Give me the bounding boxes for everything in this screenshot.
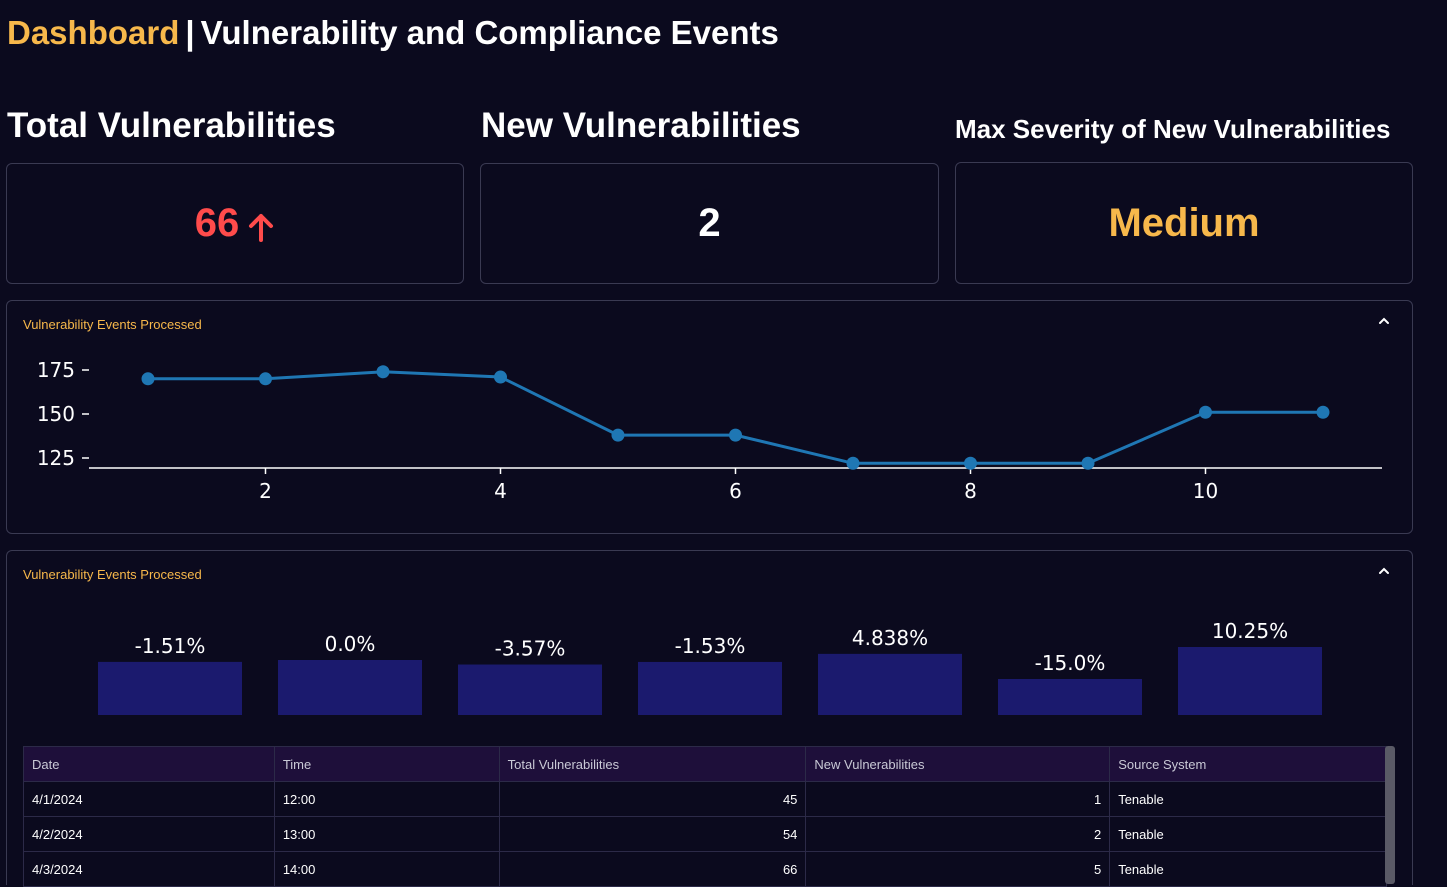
table-cell: 5	[805, 851, 1111, 887]
table-cell: 4/1/2024	[23, 781, 275, 817]
bar	[278, 659, 422, 715]
table-scrollbar[interactable]	[1385, 746, 1395, 884]
kpi-value-total: 66	[194, 201, 240, 245]
data-point	[611, 428, 625, 442]
table-cell: Tenable	[1109, 781, 1387, 817]
table-cell: 54	[498, 816, 807, 852]
bar	[998, 679, 1142, 715]
bar-chart-label: Vulnerability Events Processed	[23, 567, 202, 582]
line-chart-panel: Vulnerability Events Processed	[6, 300, 1413, 534]
column-header[interactable]: Date	[23, 746, 275, 782]
bar-value-label: -1.51%	[135, 634, 206, 658]
bar	[638, 661, 782, 715]
table-cell: Tenable	[1109, 816, 1387, 852]
data-point	[964, 456, 977, 470]
table-cell: 45	[498, 781, 807, 817]
title-separator: |	[185, 14, 195, 51]
bar	[458, 664, 602, 715]
kpi-card-total: 66	[6, 163, 464, 284]
arrow-up-icon	[249, 213, 274, 242]
x-tick-label: 2	[259, 479, 272, 503]
table-cell: 14:00	[273, 851, 500, 887]
data-point	[1199, 405, 1212, 419]
bar-value-label: -1.53%	[675, 634, 746, 658]
x-tick-label: 10	[1193, 479, 1218, 503]
bar-value-label: 4.838%	[852, 626, 928, 650]
bar-value-label: -3.57%	[495, 637, 566, 661]
y-tick-label: 175	[37, 358, 75, 382]
data-table-container: Date Time Total Vulnerabilities New Vulnera…	[23, 746, 1387, 887]
kpi-card-new: 2	[480, 163, 939, 284]
bar	[98, 661, 242, 715]
table-cell: 13:00	[273, 816, 500, 852]
line-chart: 2 4 6 8 10 125 150 175	[37, 358, 1382, 503]
column-header[interactable]: Total Vulnerabilities	[498, 746, 807, 782]
table-header-row: Date Time Total Vulnerabilities New Vulnera…	[23, 746, 1387, 782]
bar-value-label: 10.25%	[1212, 619, 1288, 643]
series-line	[148, 370, 1323, 465]
chevron-up-icon[interactable]	[1376, 313, 1392, 329]
page-title: Dashboard | Vulnerability and Compliance E…	[7, 14, 779, 52]
y-tick-label: 150	[37, 402, 75, 426]
data-point	[1081, 456, 1095, 470]
table-row[interactable]: 4/2/2024 13:00 54 2 Tenable	[23, 816, 1387, 852]
bar-chart-panel: Vulnerability Events Processed	[6, 550, 1413, 885]
table-cell: 1	[805, 781, 1111, 817]
page-subtitle: Vulnerability and Compliance Events	[200, 14, 779, 51]
bar-value-label: 0.0%	[325, 632, 376, 656]
kpi-label-new: New Vulnerabilities	[481, 106, 801, 145]
table-cell: 12:00	[273, 781, 500, 817]
kpi-label-severity: Max Severity of New Vulnerabilities	[955, 114, 1391, 144]
x-tick-label: 4	[494, 479, 507, 503]
data-point	[376, 365, 390, 379]
column-header[interactable]: Source System	[1109, 746, 1387, 782]
bar-value-label: -15.0%	[1035, 651, 1106, 675]
table-cell: 2	[805, 816, 1111, 852]
data-point	[494, 370, 507, 384]
kpi-card-severity: Medium	[955, 162, 1413, 284]
data-point	[846, 456, 860, 470]
bar	[1178, 647, 1322, 715]
table-row[interactable]: 4/3/2024 14:00 66 5 Tenable	[23, 851, 1387, 887]
bar	[818, 653, 962, 715]
column-header[interactable]: Time	[273, 746, 500, 782]
kpi-value-new: 2	[698, 201, 721, 245]
chevron-up-icon[interactable]	[1376, 563, 1392, 579]
table-cell: 4/2/2024	[23, 816, 275, 852]
y-tick-label: 125	[37, 446, 75, 470]
data-point	[729, 428, 742, 442]
table-cell: Tenable	[1109, 851, 1387, 887]
table-cell: 66	[498, 851, 807, 887]
x-tick-label: 8	[964, 479, 977, 503]
column-header[interactable]: New Vulnerabilities	[805, 746, 1111, 782]
x-tick-label: 6	[729, 479, 742, 503]
kpi-label-total: Total Vulnerabilities	[7, 106, 336, 145]
data-point	[1316, 405, 1330, 419]
table-row[interactable]: 4/1/2024 12:00 45 1 Tenable	[23, 781, 1387, 817]
line-chart-label: Vulnerability Events Processed	[23, 317, 202, 332]
dashboard-title: Dashboard	[7, 14, 180, 51]
data-point	[259, 372, 272, 386]
table-cell: 4/3/2024	[23, 851, 275, 887]
data-point	[141, 372, 155, 386]
data-table: Date Time Total Vulnerabilities New Vulnera…	[23, 746, 1387, 887]
bar-chart: -1.51% 0.0% -3.57% -1.53% 4.838% -15.0% 10.25%	[98, 619, 1322, 715]
kpi-value-severity: Medium	[1108, 200, 1260, 245]
